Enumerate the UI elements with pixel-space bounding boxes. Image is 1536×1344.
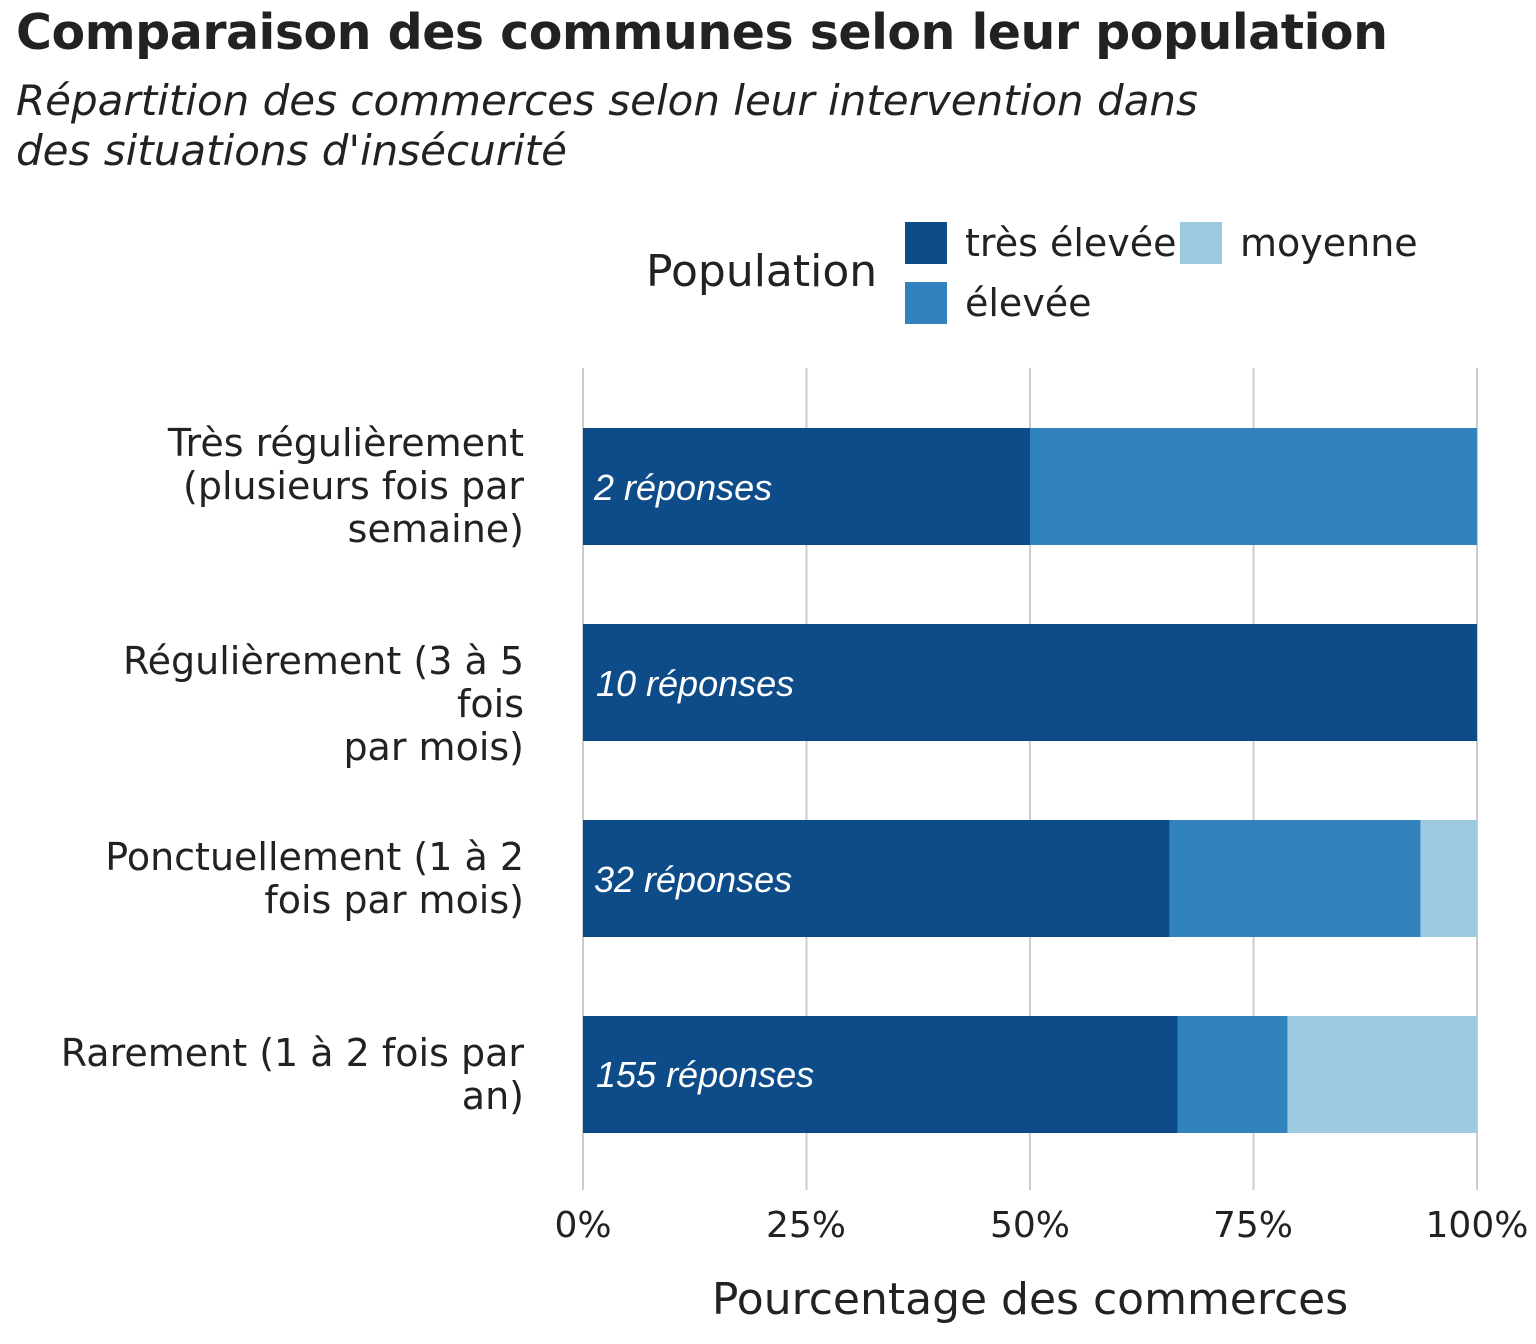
bar-segment-tres-elevee — [583, 820, 1170, 937]
legend-item-tres-elevee: très élevée — [905, 221, 1177, 265]
category-label-tres-regulierement: Très régulièrement (plusieurs fois par s… — [44, 422, 524, 551]
legend-swatch-elevee — [905, 282, 947, 324]
x-tick-label: 50% — [989, 1205, 1070, 1246]
chart-title: Comparaison des communes selon leur popu… — [16, 4, 1388, 61]
category-label-regulierement: Régulièrement (3 à 5 fois par mois) — [44, 640, 524, 769]
bar-segment-elevee — [1030, 428, 1477, 545]
category-label-line: Ponctuellement (1 à 2 — [105, 835, 524, 879]
bar-segment-moyenne — [1287, 1016, 1477, 1133]
legend-swatch-tres-elevee — [905, 222, 947, 264]
subtitle-line-2: des situations d'insécurité — [16, 126, 567, 175]
bar-annotation: 155 réponses — [596, 1054, 815, 1095]
category-label-ponctuellement: Ponctuellement (1 à 2 fois par mois) — [44, 836, 524, 922]
legend-item-elevee: élevée — [905, 281, 1092, 325]
chart-subtitle: Répartition des commerces selon leur int… — [16, 76, 1316, 176]
category-label-rarement: Rarement (1 à 2 fois par an) — [44, 1032, 524, 1118]
bar-segment-tres-elevee — [583, 1016, 1178, 1133]
bar-segment-elevee — [1169, 820, 1421, 937]
x-axis-title: Pourcentage des commerces — [711, 1274, 1349, 1325]
legend-label-tres-elevee: très élevée — [965, 221, 1177, 265]
bar-annotation: 32 réponses — [594, 859, 793, 900]
legend-label-elevee: élevée — [965, 281, 1092, 325]
bar-segment-moyenne — [1420, 820, 1477, 937]
category-label-line: Régulièrement (3 à 5 fois — [122, 639, 524, 726]
category-label-line: an) — [461, 1074, 524, 1118]
bar-annotation: 2 réponses — [594, 467, 773, 508]
legend-title: Population — [646, 246, 878, 297]
category-label-line: par mois) — [343, 725, 524, 769]
legend-swatch-moyenne — [1180, 222, 1222, 264]
bar-segment-tres-elevee — [583, 428, 1030, 545]
x-tick-label: 0% — [554, 1205, 612, 1246]
category-label-line: semaine) — [347, 507, 524, 551]
x-tick-label: 100% — [1425, 1205, 1529, 1246]
x-tick-label: 25% — [765, 1205, 846, 1246]
category-label-line: Très régulièrement — [167, 421, 524, 465]
subtitle-line-1: Répartition des commerces selon leur int… — [16, 76, 1198, 125]
bar-annotation: 10 réponses — [596, 663, 795, 704]
category-label-line: fois par mois) — [264, 878, 524, 922]
category-label-line: (plusieurs fois par — [183, 464, 524, 508]
bar-segment-tres-elevee — [583, 624, 1477, 741]
bar-segment-elevee — [1177, 1016, 1288, 1133]
category-label-line: Rarement (1 à 2 fois par — [60, 1031, 524, 1075]
legend-label-moyenne: moyenne — [1240, 221, 1418, 265]
legend-item-moyenne: moyenne — [1180, 221, 1418, 265]
x-tick-label: 75% — [1212, 1205, 1293, 1246]
